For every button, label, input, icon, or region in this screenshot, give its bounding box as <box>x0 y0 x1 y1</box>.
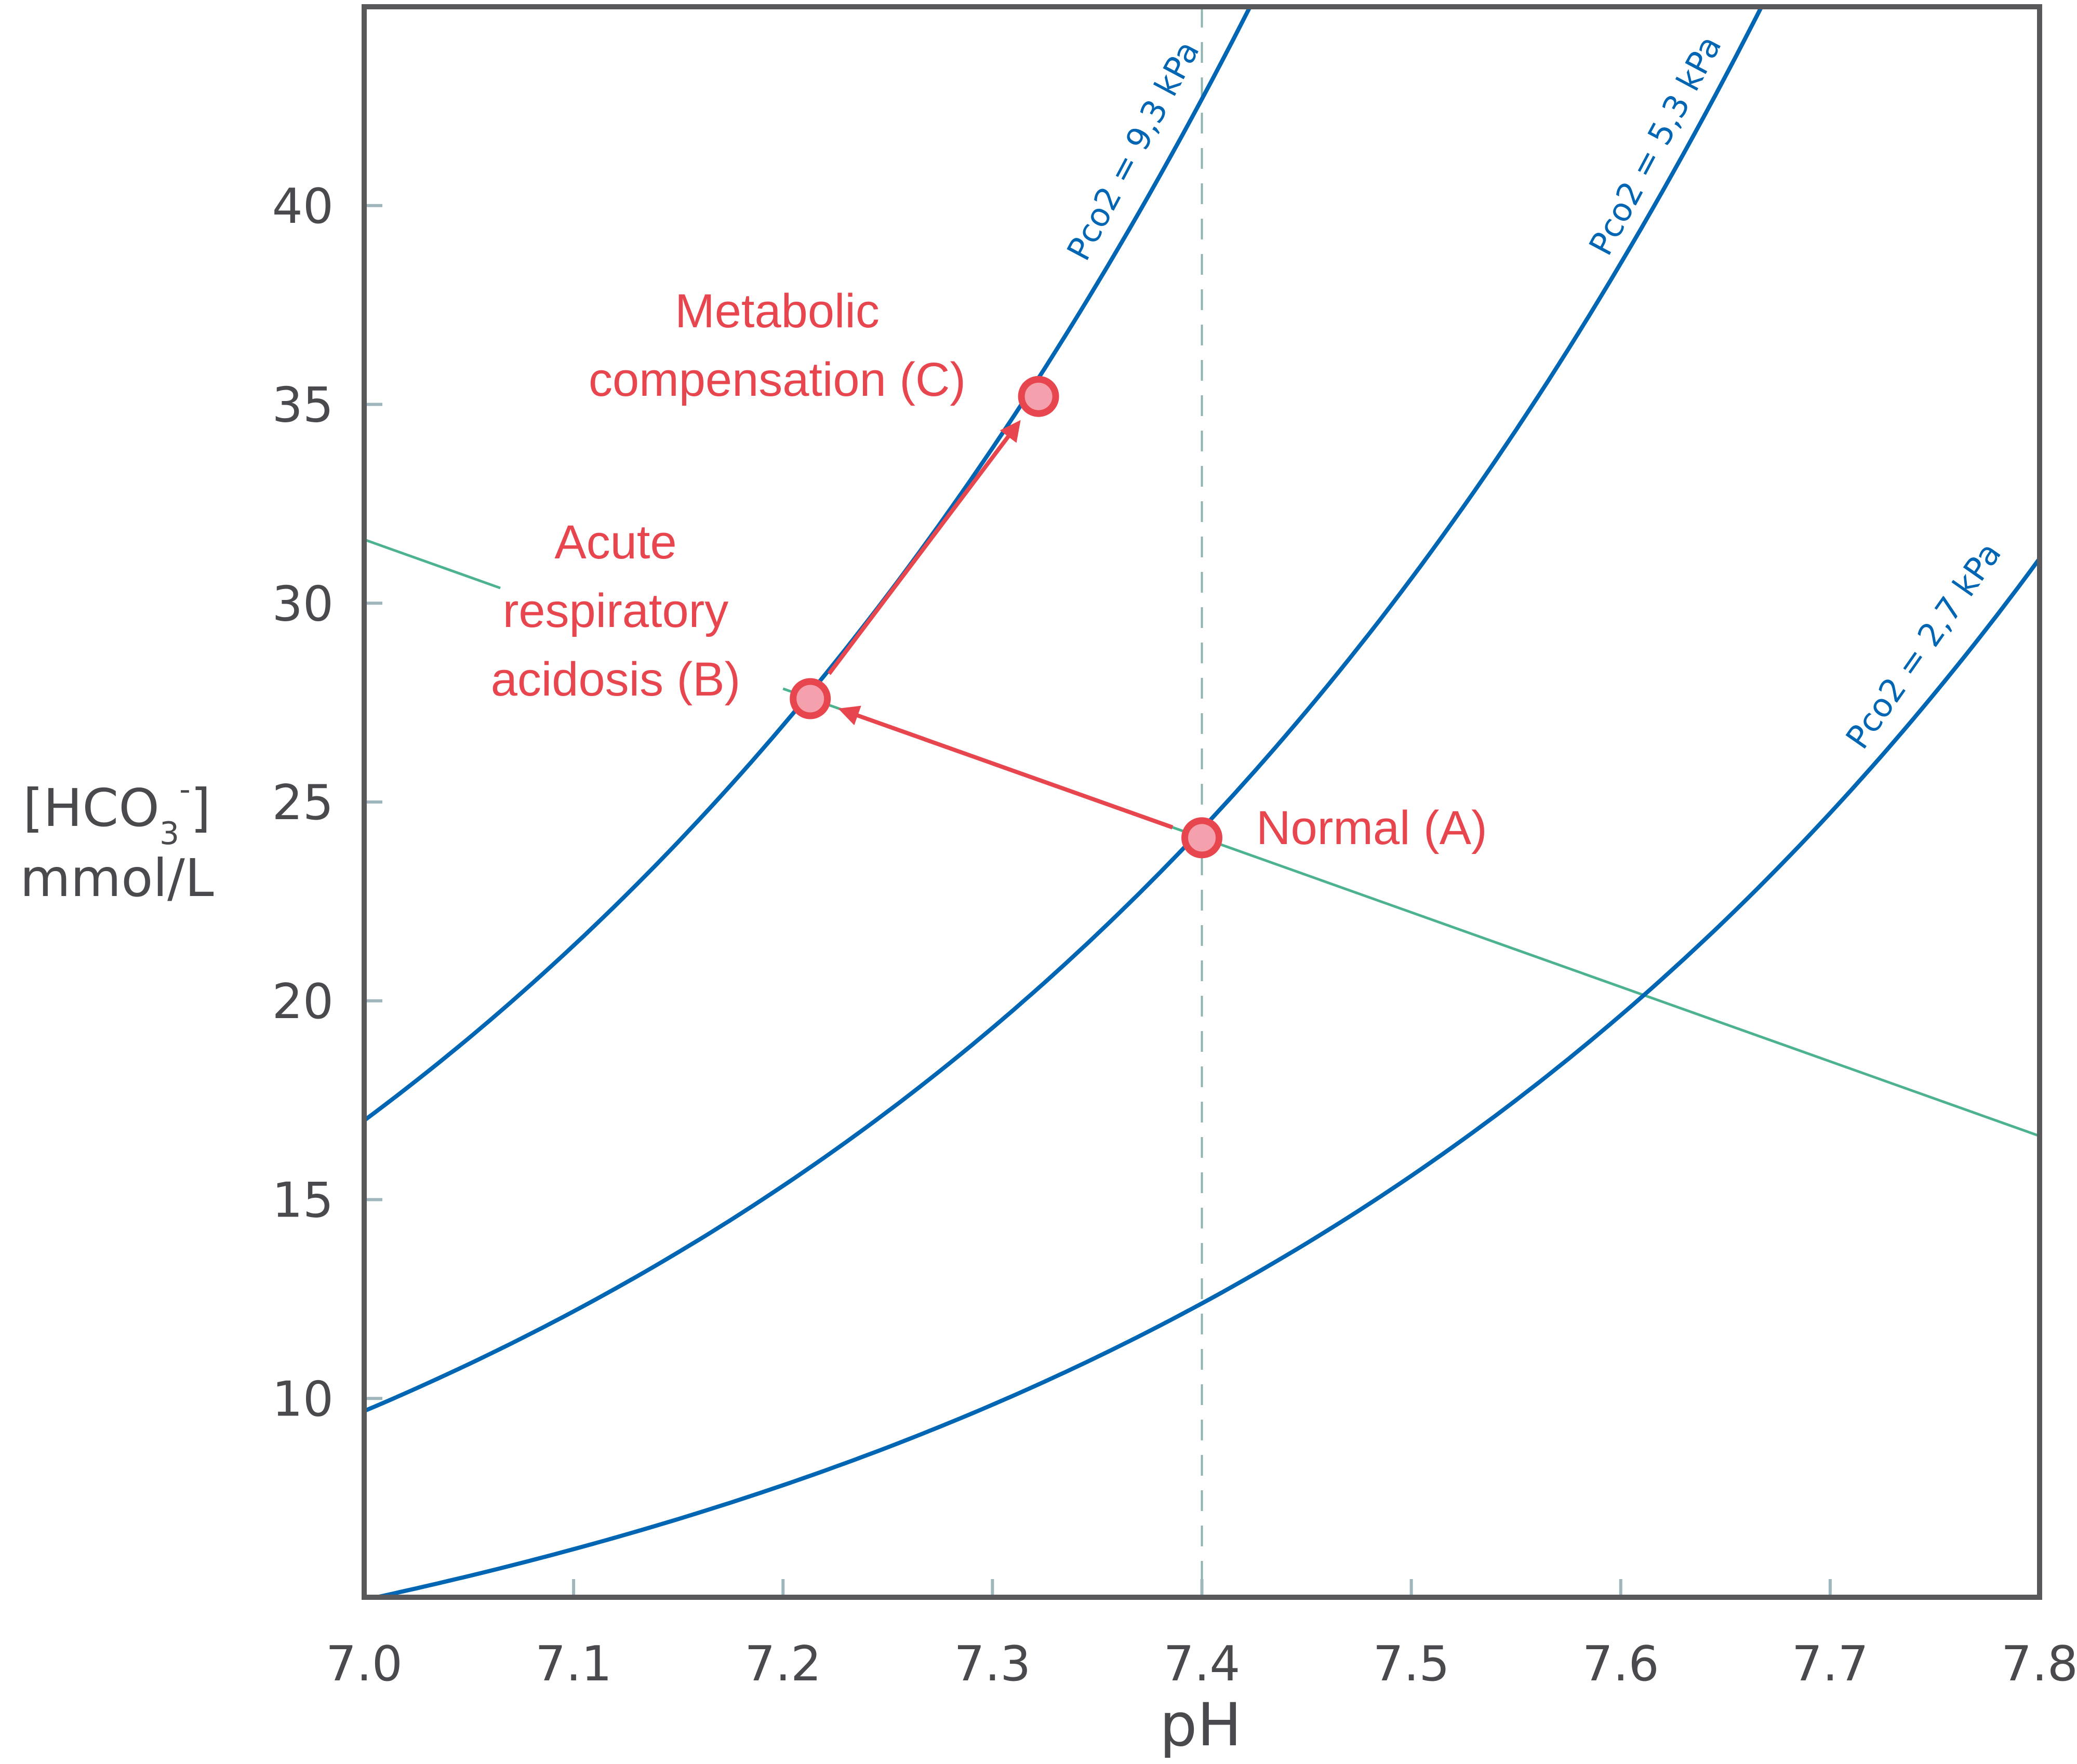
isopleth-line <box>366 557 2040 1597</box>
y-tick-label: 35 <box>272 377 334 433</box>
x-tick-label: 7.6 <box>1582 1636 1659 1692</box>
point-A <box>1181 817 1222 859</box>
point-label-A: Normal (A) <box>1256 801 1487 854</box>
isopleth-label: Pco2 = 9,3 kPa <box>1059 35 1207 267</box>
x-tick-label: 7.3 <box>954 1636 1031 1692</box>
plot-frame <box>362 4 2042 1600</box>
y-tick-label: 10 <box>272 1371 334 1427</box>
y-tick-label: 25 <box>272 774 334 831</box>
y-axis-unit: mmol/L <box>20 848 214 908</box>
x-tick-label: 7.7 <box>1792 1636 1869 1692</box>
point-B <box>790 678 831 719</box>
y-tick-label: 30 <box>272 576 334 632</box>
point-label-B: acidosis (B) <box>491 653 741 706</box>
y-axis-title: [HCO3-] <box>23 771 211 852</box>
isopleth-label: Pco2 = 5,3 kPa <box>1581 30 1729 262</box>
x-tick-label: 7.5 <box>1373 1636 1450 1692</box>
x-tick-label: 7.4 <box>1164 1636 1241 1692</box>
point-C <box>1018 376 1059 417</box>
y-tick-label: 20 <box>272 973 334 1030</box>
point-label-B: Acute <box>554 516 676 569</box>
point-label-C: compensation (C) <box>589 353 966 406</box>
x-tick-label: 7.2 <box>744 1636 821 1692</box>
arrow-A-to-B <box>838 705 1174 830</box>
x-tick-label: 7.0 <box>326 1636 403 1692</box>
buffer-line-segment <box>364 538 501 590</box>
x-axis-title: pH <box>1160 1690 1242 1759</box>
y-tick-label: 40 <box>272 178 334 234</box>
y-tick-label: 15 <box>272 1172 334 1228</box>
arrow-B-to-C <box>827 420 1021 675</box>
x-tick-label: 7.1 <box>535 1636 612 1692</box>
x-tick-label: 7.8 <box>2001 1636 2077 1692</box>
point-label-B: respiratory <box>503 584 729 637</box>
isopleth-label: Pco2 = 2,7 kPa <box>1839 535 2009 755</box>
isopleth-line <box>364 7 1253 1122</box>
point-label-C: Metabolic <box>675 285 880 338</box>
